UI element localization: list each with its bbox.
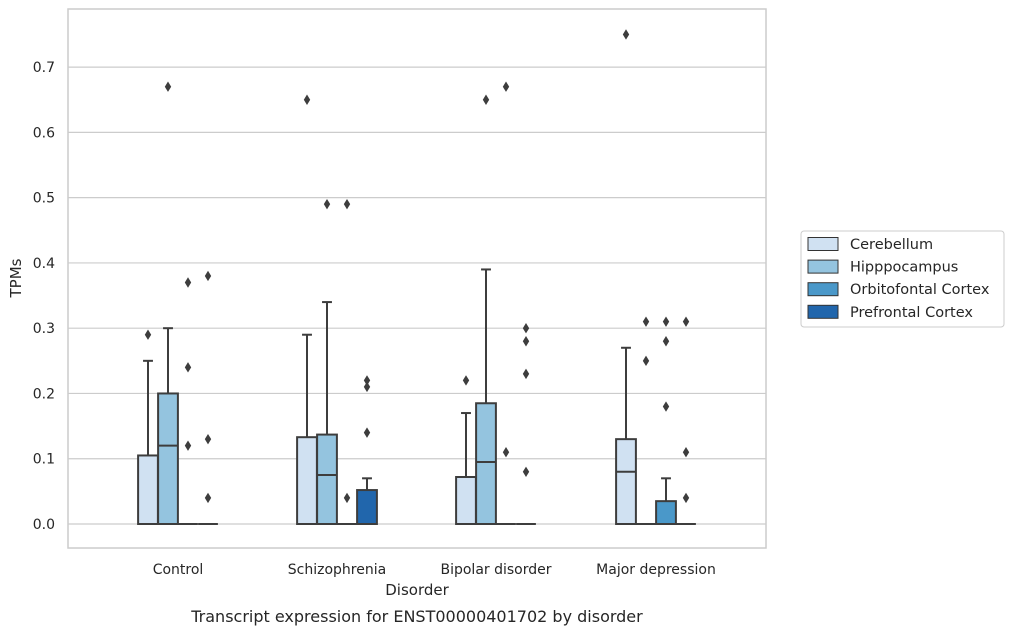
outlier-point: [502, 447, 510, 458]
box-plot: [316, 198, 338, 526]
outlier-point: [204, 433, 212, 445]
outlier-point: [204, 492, 212, 504]
y-tick-label: 0.3: [33, 321, 55, 337]
outlier-point: [343, 492, 351, 504]
y-tick-label: 0.1: [33, 452, 55, 468]
box-plot: [157, 81, 179, 525]
legend-swatch: [807, 259, 839, 274]
outlier-point: [164, 81, 172, 92]
y-tick-label: 0.6: [33, 125, 55, 141]
outlier-point: [363, 375, 371, 386]
box-plot: [356, 375, 378, 525]
box: [615, 438, 637, 525]
box-plot: [496, 81, 516, 525]
box: [356, 489, 378, 525]
x-axis-label: Disorder: [385, 581, 449, 599]
legend-swatch: [807, 237, 839, 251]
y-tick-label: 0.4: [33, 256, 55, 272]
plot-frame: [67, 8, 767, 549]
outlier-point: [303, 94, 311, 105]
outlier-point: [662, 336, 670, 347]
box-plot: [615, 29, 637, 525]
box-plot: [636, 316, 656, 525]
x-tick-label: Control: [153, 562, 204, 578]
outlier-point: [642, 316, 650, 327]
legend-swatch: [807, 282, 839, 297]
y-tick-label: 0.5: [33, 191, 55, 207]
box-plot: [455, 375, 477, 526]
outlier-point: [522, 368, 530, 380]
legend-label: Orbitofontal Cortex: [850, 282, 990, 298]
outlier-point: [462, 375, 470, 386]
chart-caption: Transcript expression for ENST0000040170…: [190, 607, 643, 626]
outlier-point: [682, 447, 690, 458]
legend-frame: [800, 230, 1005, 328]
outlier-point: [522, 466, 530, 477]
boxes-layer: [137, 29, 696, 526]
legend-label: Prefrontal Cortex: [850, 305, 973, 321]
box-plot: [337, 198, 357, 525]
outlier-point: [522, 336, 530, 347]
y-tick-label: 0.7: [33, 60, 55, 76]
legend-swatch: [807, 304, 839, 319]
box: [655, 500, 677, 525]
box: [316, 433, 338, 526]
box-plot: [178, 277, 198, 525]
box-plot: [676, 316, 696, 525]
outlier-point: [323, 198, 331, 210]
legend: Cerebellum Hipppocampus Orbitofontal Corte…: [800, 230, 1005, 328]
box: [455, 476, 477, 526]
legend-label: Cerebellum: [850, 237, 933, 253]
y-tick-label: 0.0: [33, 517, 55, 533]
box-plot: [475, 94, 497, 525]
outlier-point: [642, 355, 650, 367]
outlier-point: [184, 440, 192, 451]
outlier-point: [363, 427, 371, 438]
outlier-point: [363, 381, 371, 393]
box-plot: [655, 316, 677, 525]
box-plot: [198, 270, 218, 525]
outlier-point: [204, 270, 212, 282]
legend-label: Hipppocampus: [850, 260, 958, 276]
outlier-point: [622, 29, 630, 40]
x-tick-labels: Control Schizophrenia Bipolar disorder Majo…: [153, 562, 716, 578]
x-tick-label: Major depression: [596, 562, 716, 578]
y-axis-label: TPMs: [7, 258, 25, 298]
box-plot: [137, 329, 159, 525]
x-tick-label: Bipolar disorder: [440, 562, 551, 578]
outlier-point: [184, 277, 192, 288]
outlier-point: [482, 94, 490, 105]
outlier-point: [662, 316, 670, 327]
y-tick-label: 0.2: [33, 386, 55, 402]
outlier-point: [662, 401, 670, 412]
x-tick-label: Schizophrenia: [288, 562, 386, 578]
box: [157, 392, 179, 525]
outlier-point: [502, 81, 510, 92]
outlier-point: [522, 322, 530, 334]
outlier-point: [682, 316, 690, 327]
y-tick-labels: 0.0 0.1 0.2 0.3 0.4 0.5 0.6 0.7: [33, 60, 55, 533]
box: [296, 436, 318, 525]
outlier-point: [682, 492, 690, 504]
outlier-point: [184, 362, 192, 373]
outlier-point: [144, 329, 152, 340]
box-plot: [516, 322, 536, 525]
outlier-point: [343, 198, 351, 210]
box: [137, 454, 159, 525]
box: [475, 402, 497, 525]
